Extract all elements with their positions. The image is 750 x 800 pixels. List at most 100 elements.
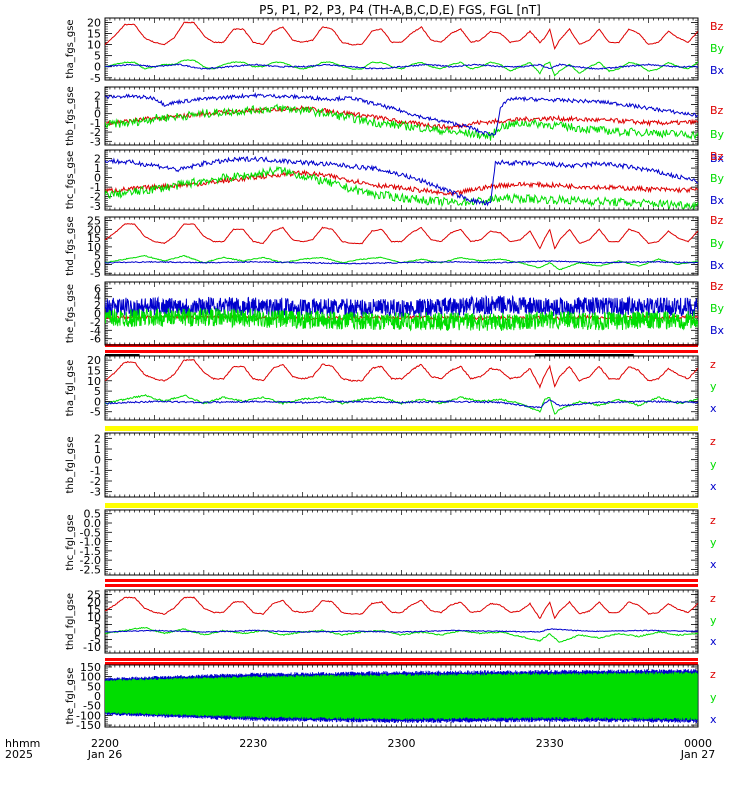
y-tick-label: 0.0 [84, 517, 102, 530]
series-Bx [105, 63, 698, 70]
status-bar-red [105, 350, 698, 353]
legend-Bz: Bz [710, 214, 724, 227]
legend-By: By [710, 237, 725, 250]
y-tick-label: -1 [90, 181, 101, 194]
y-tick-label: 0 [94, 626, 101, 639]
y-tick-label: -1.0 [80, 536, 101, 549]
time-date-label: Jan 27 [680, 748, 715, 761]
y-tick-label: -6 [90, 333, 101, 346]
y-tick-label: 10 [87, 39, 101, 52]
status-bars [105, 344, 698, 665]
panel-frame [104, 432, 699, 498]
series-y [105, 671, 698, 721]
series-Bz [105, 169, 698, 197]
status-bar-red [105, 658, 698, 661]
series-y [105, 393, 698, 415]
y-tick-label: -2 [90, 126, 101, 139]
plot-title: P5, P1, P2, P3, P4 (TH-A,B,C,D,E) FGS, F… [259, 3, 541, 17]
y-tick-label: -2 [90, 191, 101, 204]
y-axis-label: tha_fgs_gse [65, 19, 76, 78]
status-bar-red [105, 579, 698, 582]
series-y [105, 626, 698, 643]
y-tick-label: -3 [90, 486, 101, 499]
legend-x: x [710, 480, 717, 493]
y-tick-label: 0 [94, 108, 101, 121]
y-tick-label: -1 [90, 464, 101, 477]
legend-By: By [710, 128, 725, 141]
y-tick-label: 100 [80, 671, 101, 684]
y-axis-label: the_fgs_gse [65, 284, 76, 343]
legend-y: y [710, 536, 717, 549]
y-tick-label: 25 [87, 215, 101, 228]
y-tick-label: -5 [90, 634, 101, 647]
y-tick-label: 2 [94, 432, 101, 445]
series-z [105, 596, 698, 620]
y-tick-label: 10 [87, 241, 101, 254]
legend-Bz: Bz [710, 20, 724, 33]
y-tick-label: 0 [94, 172, 101, 185]
series-Bx [105, 92, 698, 136]
legend-Bx: Bx [710, 152, 725, 165]
y-axis-label: the_fgl_gse [65, 668, 76, 725]
y-axis-label: thb_fgl_gse [65, 437, 76, 494]
y-tick-label: 20 [87, 16, 101, 29]
y-tick-label: -5 [90, 72, 101, 85]
y-tick-label: 0.5 [84, 508, 102, 521]
y-tick-label: 10 [87, 611, 101, 624]
legend-Bz: Bz [710, 104, 724, 117]
y-axis-label: thd_fgl_gse [65, 593, 76, 650]
y-tick-label: -3 [90, 200, 101, 213]
y-tick-label: -100 [76, 709, 101, 722]
y-tick-label: 20 [87, 596, 101, 609]
legend-x: x [710, 713, 717, 726]
status-bar-black [534, 354, 634, 356]
series-z [105, 358, 698, 390]
status-bar-black [105, 354, 140, 356]
y-tick-label: 10 [87, 375, 101, 388]
time-tick-label: 2330 [536, 737, 564, 750]
legend-Bz: Bz [710, 280, 724, 293]
y-tick-label: -150 [76, 719, 101, 732]
series-Bx [105, 260, 698, 265]
y-tick-label: 0 [94, 258, 101, 271]
legend-y: y [710, 380, 717, 393]
y-tick-label: 2 [94, 153, 101, 166]
time-axis-row-label: hhmm [5, 737, 40, 750]
y-tick-label: -2 [90, 316, 101, 329]
legend-Bx: Bx [710, 324, 725, 337]
y-tick-label: -10 [83, 641, 101, 654]
y-tick-label: -3 [90, 135, 101, 148]
series-By [105, 59, 698, 77]
time-date-label: Jan 26 [87, 748, 122, 761]
y-tick-label: 5 [94, 50, 101, 63]
y-tick-label: 15 [87, 232, 101, 245]
legend-z: z [710, 592, 716, 605]
y-tick-label: -2.0 [80, 554, 101, 567]
panel-frame [104, 216, 699, 276]
y-tick-label: 20 [87, 223, 101, 236]
legend-By: By [710, 302, 725, 315]
y-tick-label: -2 [90, 475, 101, 488]
status-bar-red [105, 584, 698, 587]
legend-y: y [710, 691, 717, 704]
y-tick-label: 0 [94, 690, 101, 703]
y-axis-label: thc_fgl_gse [65, 514, 76, 570]
series-By [105, 103, 698, 141]
y-tick-label: 25 [87, 589, 101, 602]
y-tick-label: 5 [94, 250, 101, 263]
y-tick-label: -4 [90, 324, 101, 337]
y-tick-label: 6 [94, 282, 101, 295]
series-By [105, 165, 698, 210]
series-Bx [105, 155, 698, 207]
y-tick-label: 150 [80, 661, 101, 674]
y-tick-label: -1 [90, 117, 101, 130]
y-tick-label: 5 [94, 619, 101, 632]
y-tick-label: -1.5 [80, 545, 101, 558]
y-tick-label: -0.5 [80, 526, 101, 539]
